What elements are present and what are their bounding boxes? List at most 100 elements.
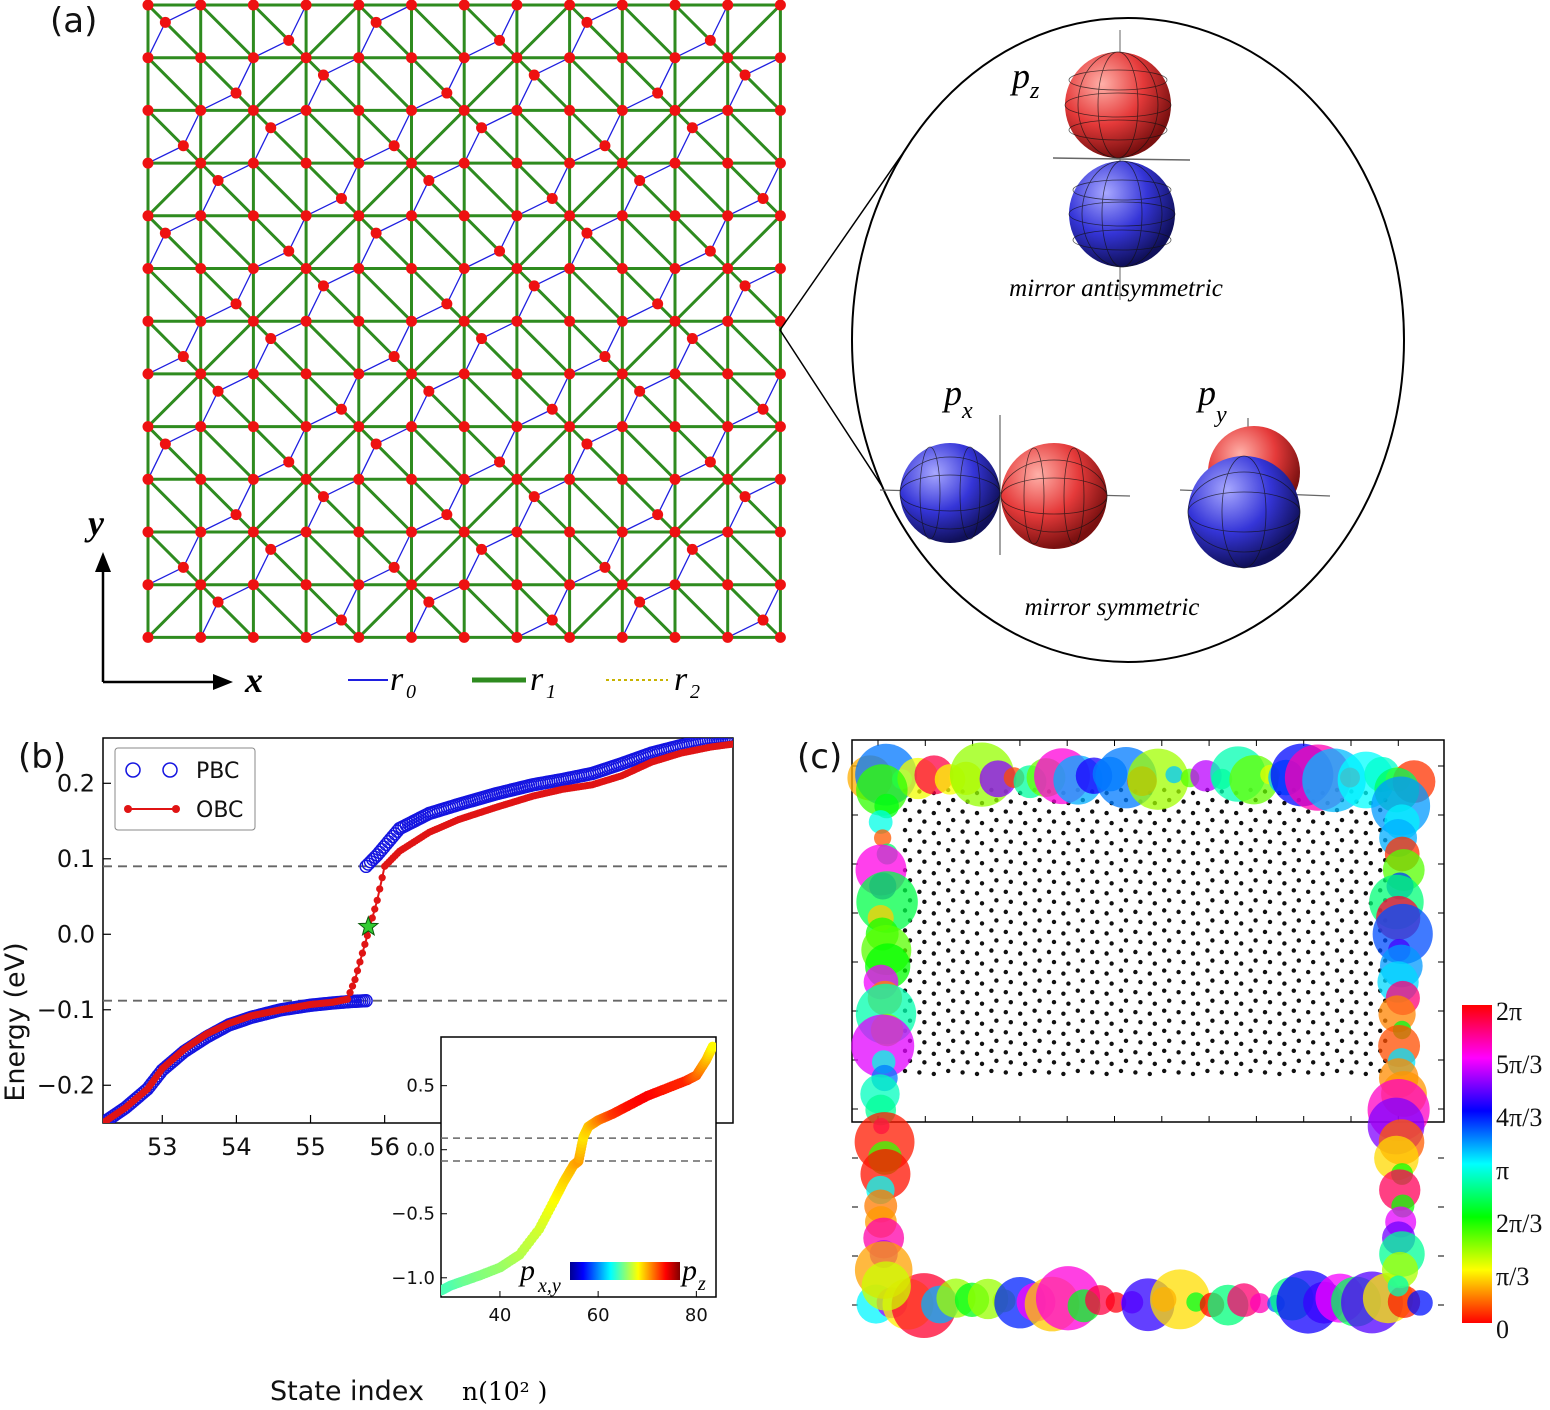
pz-symbol: p bbox=[1009, 56, 1030, 96]
inset-y-tick-label: −0.5 bbox=[391, 1204, 435, 1225]
axis-y-label: y bbox=[84, 503, 105, 543]
legend-r2-symbol: r bbox=[674, 661, 688, 698]
edge-state-amplitudes bbox=[847, 742, 1436, 1339]
legend-pbc-label: PBC bbox=[196, 759, 239, 784]
y-tick-label: 0.2 bbox=[57, 769, 95, 797]
axis-x-label: x bbox=[244, 660, 263, 700]
arrow-right-icon bbox=[213, 674, 233, 690]
obc-point bbox=[346, 989, 354, 997]
py-orbital: p y bbox=[1179, 373, 1331, 569]
y-tick-label: −0.2 bbox=[37, 1071, 95, 1099]
y-axis-label: Energy (eV) bbox=[0, 942, 31, 1101]
inset-series bbox=[441, 1041, 716, 1296]
cbar-tick-pi: π bbox=[1496, 1156, 1509, 1185]
pz-sub: z bbox=[1029, 78, 1040, 104]
pz-lobe-positive bbox=[1065, 52, 1171, 158]
panel-b-frame bbox=[102, 737, 734, 1124]
legend-r1-symbol: r bbox=[530, 661, 544, 698]
inset-colorbar bbox=[570, 1262, 680, 1280]
obc-series bbox=[103, 740, 733, 1123]
cbar-tick-5pi3: 5π/3 bbox=[1496, 1050, 1542, 1079]
y-tick-label: 0.0 bbox=[57, 920, 95, 948]
x-tick-label: 55 bbox=[295, 1133, 326, 1161]
px-orbital: p x bbox=[879, 373, 1131, 555]
star-marker bbox=[357, 915, 380, 936]
px-symbol: p bbox=[941, 373, 962, 413]
pz-orbital: p z bbox=[1009, 30, 1191, 300]
obc-point bbox=[729, 740, 733, 748]
px-lobe-positive bbox=[1001, 443, 1107, 549]
obc-point bbox=[361, 940, 369, 948]
panel-c-label: (c) bbox=[797, 737, 842, 777]
panel-b-legend: PBC OBC bbox=[114, 747, 256, 831]
cbar-tick-2pi: 2π bbox=[1496, 997, 1522, 1026]
obc-point bbox=[378, 874, 386, 882]
panel-a-label: (a) bbox=[50, 1, 97, 41]
phase-colorbar-ticks: 2π 5π/3 4π/3 π 2π/3 π/3 0 bbox=[1496, 997, 1542, 1344]
zoom-line-top bbox=[779, 139, 913, 331]
pz-lobe-negative bbox=[1069, 161, 1175, 267]
px-lobe-negative bbox=[900, 443, 1000, 543]
inset-x-tick-label: 60 bbox=[587, 1305, 610, 1326]
inset-y-tick-label: −1.0 bbox=[391, 1268, 435, 1289]
py-symbol: p bbox=[1195, 373, 1216, 413]
x-tick-label: 56 bbox=[369, 1133, 400, 1161]
inset-ticks: 40 60 80 0.5 0.0 −0.5 −1.0 bbox=[391, 1076, 708, 1326]
phase-colorbar bbox=[1462, 1005, 1492, 1323]
obc-point bbox=[353, 967, 362, 975]
obc-point bbox=[343, 995, 352, 1003]
inset-colorbar-left-sub: x,y bbox=[537, 1275, 561, 1297]
inset-colorbar-right-sub: z bbox=[697, 1273, 706, 1295]
y-tick-label: 0.1 bbox=[57, 845, 95, 873]
legend-pbc-marker-2 bbox=[162, 762, 178, 778]
legend-pbc-marker-1 bbox=[125, 762, 141, 778]
symmetric-caption: mirror symmetric bbox=[1025, 594, 1200, 621]
pbc-point bbox=[368, 850, 382, 864]
inset-y-tick-label: 0.5 bbox=[406, 1076, 435, 1097]
py-lobe-negative bbox=[1188, 456, 1300, 568]
arrow-up-icon bbox=[95, 552, 111, 572]
axis-arrows: y x bbox=[84, 503, 263, 700]
inset-colorbar-right-symbol: p bbox=[680, 1254, 697, 1287]
panel-b-label: (b) bbox=[18, 737, 66, 777]
legend-r1-sub: 1 bbox=[546, 681, 556, 703]
obc-point bbox=[368, 914, 376, 922]
pbc-point bbox=[359, 994, 373, 1008]
pbc-point bbox=[363, 855, 378, 869]
px-sub: x bbox=[961, 398, 973, 424]
obc-point bbox=[373, 896, 381, 904]
obc-point bbox=[358, 949, 367, 957]
obc-point bbox=[363, 931, 371, 940]
inset-point bbox=[707, 1041, 716, 1052]
pbc-point bbox=[390, 824, 404, 838]
cbar-tick-0: 0 bbox=[1496, 1315, 1509, 1344]
legend-obc-label: OBC bbox=[196, 798, 243, 823]
obc-point bbox=[376, 885, 384, 893]
py-sub: y bbox=[1214, 402, 1227, 428]
y-tick-label: −0.1 bbox=[37, 996, 95, 1024]
inset-colorbar-left-symbol: p bbox=[518, 1254, 535, 1287]
x-axis-label-math: n(10² ) bbox=[462, 1377, 547, 1406]
obc-point bbox=[348, 982, 357, 990]
inset-x-tick-label: 80 bbox=[685, 1305, 708, 1326]
inset-x-tick-label: 40 bbox=[488, 1305, 511, 1326]
legend-r0-symbol: r bbox=[390, 661, 404, 698]
x-axis-label: State index bbox=[270, 1376, 424, 1407]
cbar-tick-4pi3: 4π/3 bbox=[1496, 1103, 1542, 1132]
legend-r2-sub: 2 bbox=[690, 681, 700, 703]
obc-point bbox=[371, 905, 379, 913]
bond-legend: r 0 r 1 r 2 bbox=[348, 661, 700, 703]
gap-lines bbox=[103, 865, 733, 1002]
pbc-point bbox=[366, 852, 380, 867]
obc-point bbox=[356, 958, 364, 966]
x-tick-label: 53 bbox=[147, 1133, 178, 1161]
pbc-point bbox=[361, 857, 376, 871]
obc-point bbox=[351, 975, 359, 984]
legend-r0-sub: 0 bbox=[406, 681, 416, 703]
cbar-tick-2pi3: 2π/3 bbox=[1496, 1209, 1542, 1238]
inset-y-tick-label: 0.0 bbox=[406, 1140, 435, 1161]
quasicrystal-lattice bbox=[142, 0, 786, 643]
antisymmetric-caption: mirror antisymmetric bbox=[1009, 275, 1223, 302]
x-tick-label: 54 bbox=[221, 1133, 252, 1161]
